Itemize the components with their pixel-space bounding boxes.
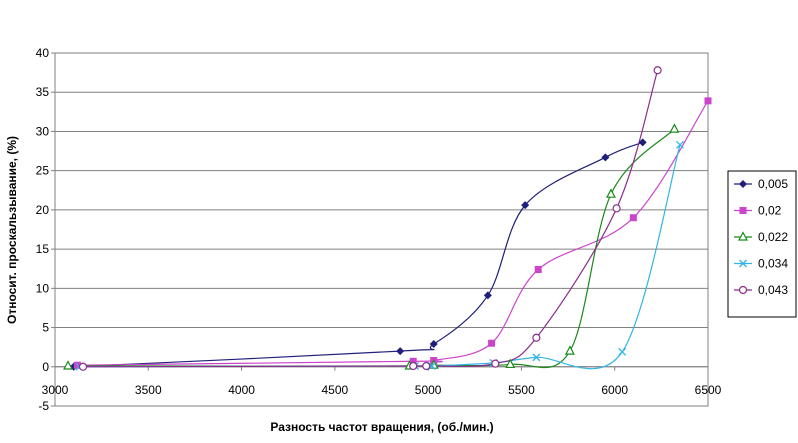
x-tick-label: 4000 xyxy=(228,383,255,397)
data-point xyxy=(534,266,542,274)
legend-marker xyxy=(738,231,748,241)
x-tick-label: 6000 xyxy=(601,383,628,397)
data-point xyxy=(704,97,712,105)
y-tick-label: -5 xyxy=(38,399,49,413)
y-tick-label: 35 xyxy=(36,85,50,99)
legend-label: 0,02 xyxy=(758,204,782,218)
legend-marker xyxy=(739,259,747,268)
data-point xyxy=(396,347,405,356)
y-tick-label: 25 xyxy=(36,164,50,178)
data-point xyxy=(629,214,637,222)
data-point xyxy=(429,340,438,349)
plot-area-border xyxy=(54,52,709,407)
legend-label: 0,022 xyxy=(758,230,788,244)
x-tick-label: 3500 xyxy=(135,383,162,397)
series-line-1 xyxy=(77,100,709,366)
y-tick-label: 15 xyxy=(36,242,50,256)
legend: 0,005 0,02 0,022 0,034 0,043 xyxy=(727,170,797,318)
y-tick-label: 20 xyxy=(36,203,50,217)
legend-marker xyxy=(739,180,747,188)
data-point xyxy=(612,204,621,213)
data-point xyxy=(488,339,496,347)
x-tick-label: 6500 xyxy=(695,383,722,397)
x-tick-label: 3000 xyxy=(42,383,69,397)
data-point xyxy=(409,361,418,371)
x-axis-ticks: 3000 3500 4000 4500 5000 5500 6000 6500 xyxy=(42,366,722,397)
gridlines xyxy=(55,52,708,407)
data-point xyxy=(521,201,530,210)
y-axis-title: Относит. проскальзывание, (%) xyxy=(5,136,19,324)
x-tick-label: 4500 xyxy=(322,383,349,397)
y-tick-label: 40 xyxy=(36,46,50,60)
data-point xyxy=(491,359,500,368)
y-tick-label: 5 xyxy=(42,321,49,335)
data-point xyxy=(409,357,417,365)
data-point xyxy=(653,66,662,75)
data-point xyxy=(601,153,610,162)
data-point xyxy=(505,358,516,369)
series-markers xyxy=(63,66,712,371)
series-lines xyxy=(68,70,709,370)
legend-marker xyxy=(739,207,747,214)
x-axis-title: Разность частот вращения, (об./мин.) xyxy=(270,420,493,434)
y-tick-label: 0 xyxy=(42,360,49,374)
y-tick-label: 10 xyxy=(36,281,50,295)
legend-box xyxy=(727,170,797,318)
legend-label: 0,034 xyxy=(758,257,788,271)
legend-label: 0,005 xyxy=(758,177,788,191)
y-tick-label: 30 xyxy=(36,124,50,138)
data-point xyxy=(532,353,541,362)
data-point xyxy=(676,140,684,149)
data-point xyxy=(63,360,74,370)
series-line-2 xyxy=(68,128,675,369)
legend-marker xyxy=(738,285,748,295)
data-point xyxy=(532,333,541,342)
series-line-4 xyxy=(82,70,659,368)
y-axis-ticks: -5 0 5 10 15 20 25 30 35 40 xyxy=(36,46,55,413)
data-point xyxy=(669,123,680,133)
data-point xyxy=(638,138,647,147)
x-tick-label: 5000 xyxy=(415,383,442,397)
data-point xyxy=(564,345,575,355)
x-tick-label: 5500 xyxy=(508,383,535,397)
series-line-0 xyxy=(73,141,643,368)
data-point xyxy=(78,362,88,371)
data-point xyxy=(618,347,627,356)
series-line-3 xyxy=(79,144,681,370)
legend-label: 0,043 xyxy=(758,283,788,297)
data-point xyxy=(605,188,616,198)
data-point xyxy=(422,361,431,371)
data-point xyxy=(483,291,492,300)
